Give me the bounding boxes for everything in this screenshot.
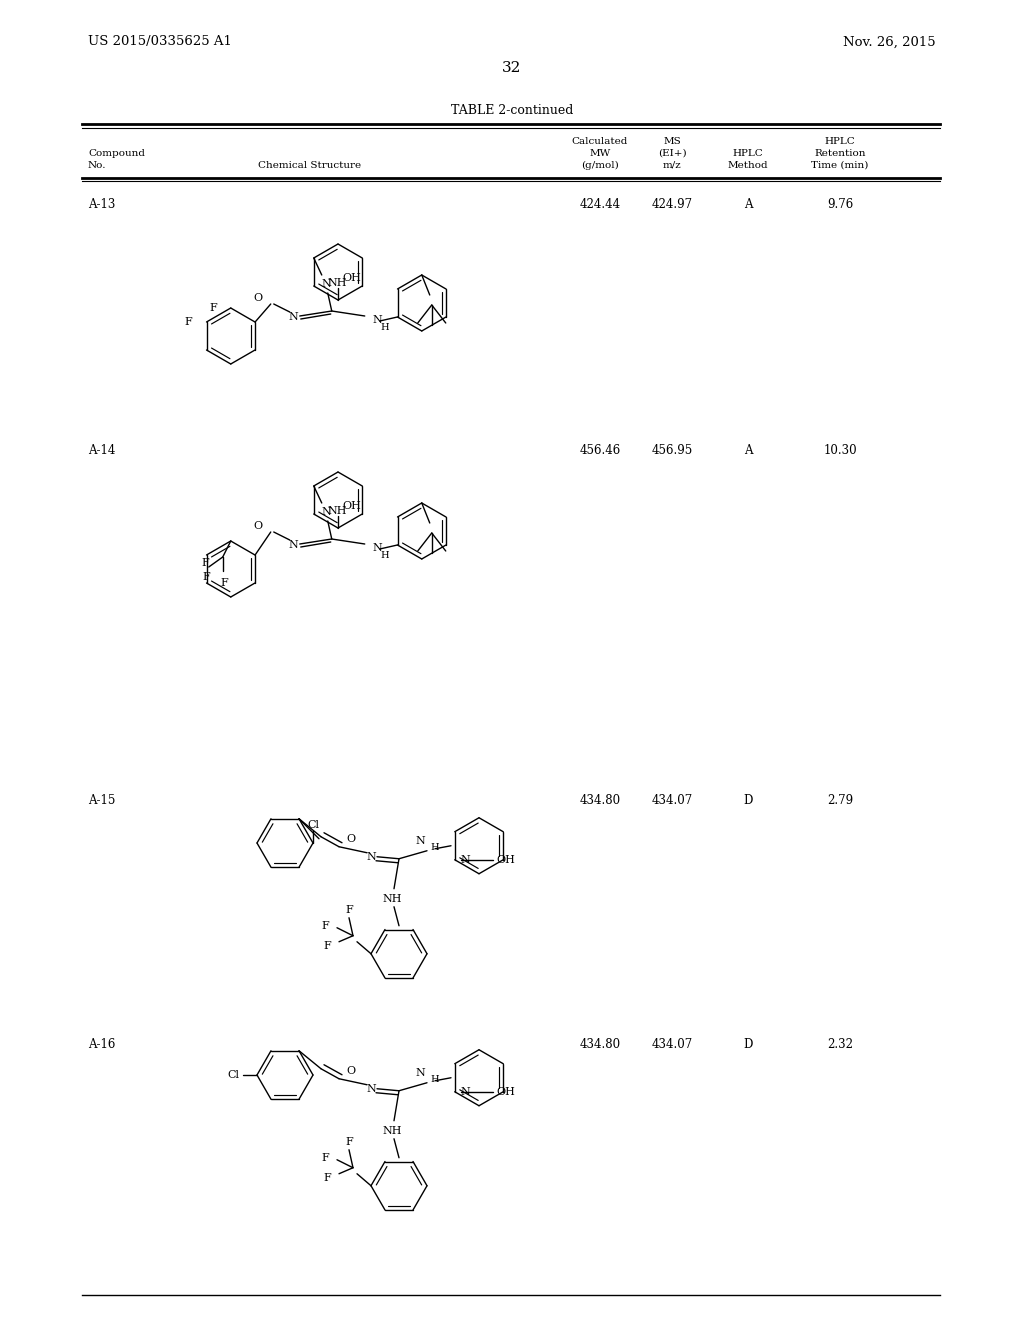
Text: 434.80: 434.80	[580, 1039, 621, 1052]
Text: H: H	[430, 1076, 438, 1084]
Text: HPLC: HPLC	[732, 149, 763, 157]
Text: F: F	[324, 941, 331, 950]
Text: F: F	[345, 1137, 353, 1147]
Text: Retention: Retention	[814, 149, 865, 157]
Text: F: F	[345, 904, 353, 915]
Text: N: N	[289, 540, 299, 550]
Text: H: H	[381, 552, 389, 561]
Text: 434.80: 434.80	[580, 793, 621, 807]
Text: D: D	[743, 793, 753, 807]
Text: NH: NH	[382, 894, 401, 904]
Text: 10.30: 10.30	[823, 444, 857, 457]
Text: US 2015/0335625 A1: US 2015/0335625 A1	[88, 36, 231, 49]
Text: MW: MW	[590, 149, 610, 157]
Text: F: F	[322, 921, 329, 931]
Text: (EI+): (EI+)	[657, 149, 686, 157]
Text: 434.07: 434.07	[651, 1039, 692, 1052]
Text: NH: NH	[328, 279, 347, 288]
Text: Compound: Compound	[88, 149, 145, 157]
Text: 32: 32	[503, 61, 521, 75]
Text: 2.32: 2.32	[827, 1039, 853, 1052]
Text: MS: MS	[664, 136, 681, 145]
Text: F: F	[221, 578, 228, 587]
Text: N: N	[367, 851, 376, 862]
Text: O: O	[346, 1065, 355, 1076]
Text: OH: OH	[497, 855, 516, 865]
Text: O: O	[253, 293, 262, 304]
Text: F: F	[209, 304, 217, 313]
Text: A: A	[743, 198, 753, 211]
Text: F: F	[184, 317, 193, 327]
Text: NH: NH	[328, 506, 347, 516]
Text: Chemical Structure: Chemical Structure	[258, 161, 361, 169]
Text: 2.79: 2.79	[827, 793, 853, 807]
Text: No.: No.	[88, 161, 106, 169]
Text: N: N	[322, 279, 332, 289]
Text: O: O	[346, 834, 355, 843]
Text: OH: OH	[342, 502, 360, 511]
Text: N: N	[322, 507, 332, 517]
Text: 9.76: 9.76	[826, 198, 853, 211]
Text: N: N	[416, 1068, 425, 1077]
Text: HPLC: HPLC	[824, 136, 855, 145]
Text: NH: NH	[382, 1126, 401, 1135]
Text: H: H	[430, 843, 438, 853]
Text: A-15: A-15	[88, 793, 116, 807]
Text: OH: OH	[342, 273, 360, 282]
Text: N: N	[461, 855, 470, 865]
Text: (g/mol): (g/mol)	[582, 161, 618, 169]
Text: N: N	[461, 1086, 470, 1097]
Text: 456.46: 456.46	[580, 444, 621, 457]
Text: m/z: m/z	[663, 161, 681, 169]
Text: N: N	[289, 312, 299, 322]
Text: F: F	[324, 1172, 331, 1183]
Text: Time (min): Time (min)	[811, 161, 868, 169]
Text: TABLE 2-continued: TABLE 2-continued	[451, 103, 573, 116]
Text: A-16: A-16	[88, 1039, 116, 1052]
Text: N: N	[416, 836, 425, 846]
Text: 456.95: 456.95	[651, 444, 692, 457]
Text: O: O	[253, 521, 262, 531]
Text: H: H	[381, 323, 389, 333]
Text: N: N	[373, 543, 383, 553]
Text: Calculated: Calculated	[571, 136, 628, 145]
Text: Cl: Cl	[307, 820, 319, 830]
Text: F: F	[203, 572, 211, 582]
Text: N: N	[367, 1084, 376, 1094]
Text: OH: OH	[497, 1086, 516, 1097]
Text: N: N	[373, 315, 383, 325]
Text: Method: Method	[728, 161, 768, 169]
Text: 424.44: 424.44	[580, 198, 621, 211]
Text: 434.07: 434.07	[651, 793, 692, 807]
Text: Nov. 26, 2015: Nov. 26, 2015	[844, 36, 936, 49]
Text: A-13: A-13	[88, 198, 116, 211]
Text: F: F	[322, 1152, 329, 1163]
Text: Cl: Cl	[227, 1071, 239, 1080]
Text: 424.97: 424.97	[651, 198, 692, 211]
Text: D: D	[743, 1039, 753, 1052]
Text: A-14: A-14	[88, 444, 116, 457]
Text: F: F	[202, 558, 210, 568]
Text: A: A	[743, 444, 753, 457]
